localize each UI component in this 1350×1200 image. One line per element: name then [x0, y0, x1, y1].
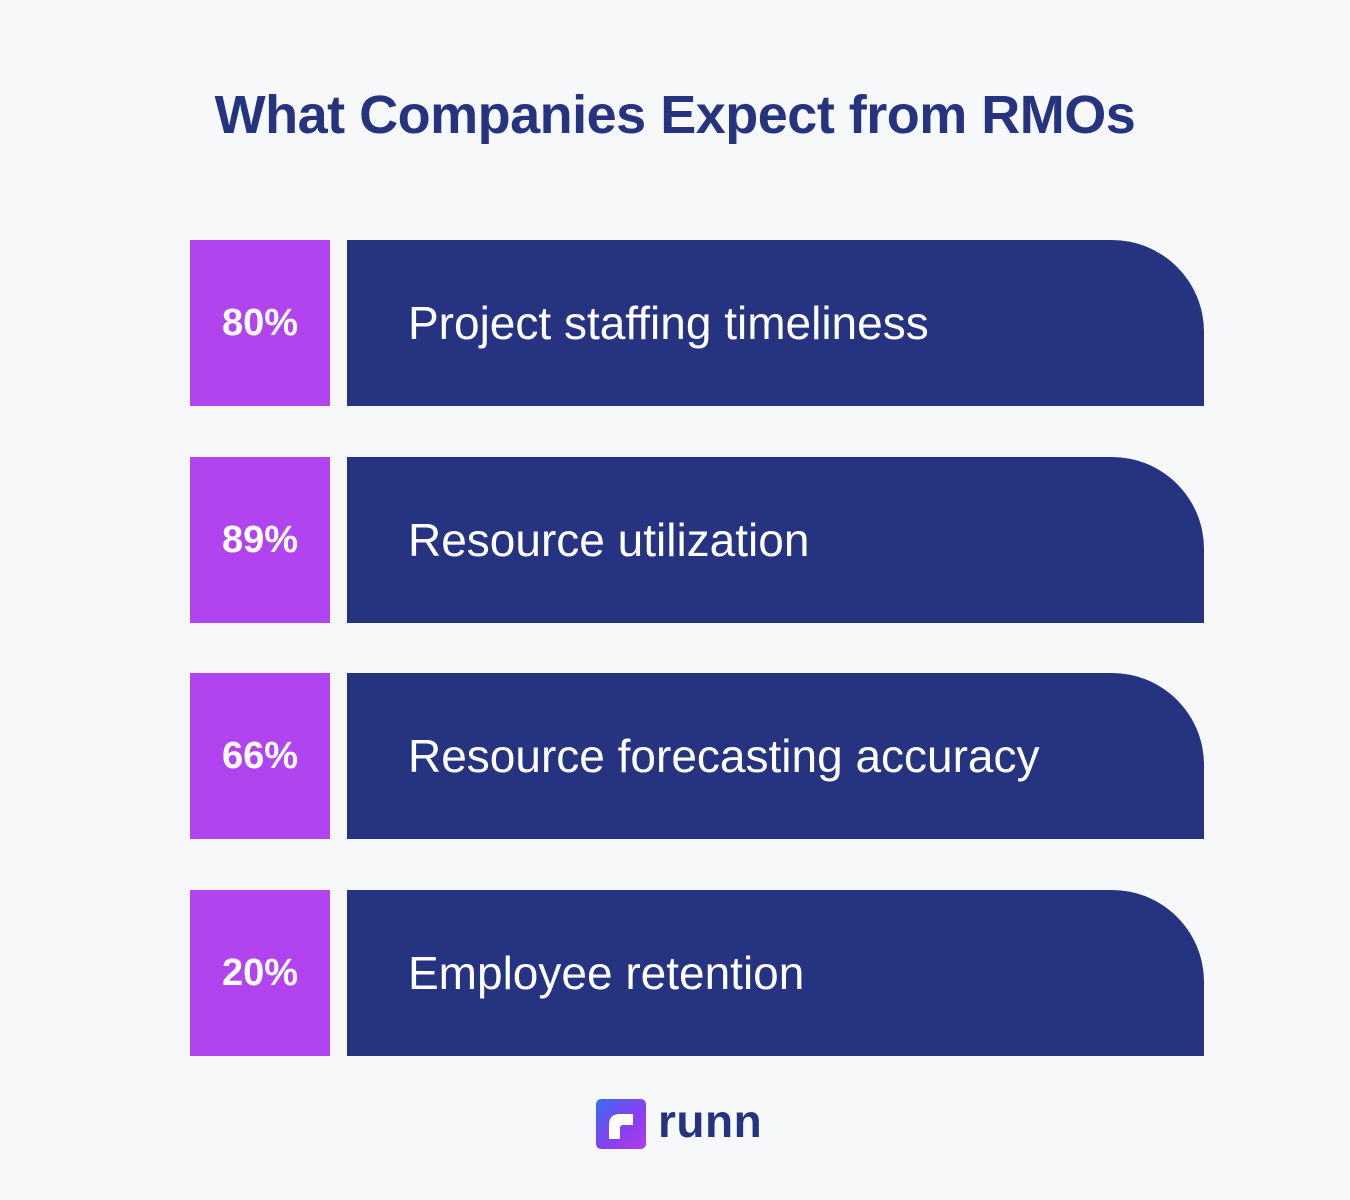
list-item: 80% Project staffing timeliness	[190, 240, 1204, 406]
list-item: 89% Resource utilization	[190, 457, 1204, 623]
runn-logo-icon	[596, 1099, 646, 1149]
logo-text: runn	[658, 1095, 763, 1147]
page-title: What Companies Expect from RMOs	[214, 85, 1136, 145]
percent-badge: 66%	[190, 673, 330, 839]
percent-badge: 89%	[190, 457, 330, 623]
list-item: 20% Employee retention	[190, 890, 1204, 1056]
list-item: 66% Resource forecasting accuracy	[190, 673, 1204, 839]
percent-badge: 20%	[190, 890, 330, 1056]
item-label: Employee retention	[347, 890, 1204, 1056]
brand-logo: runn	[596, 1095, 763, 1149]
percent-badge: 80%	[190, 240, 330, 406]
item-label: Project staffing timeliness	[347, 240, 1204, 406]
item-label: Resource utilization	[347, 457, 1204, 623]
item-label: Resource forecasting accuracy	[347, 673, 1204, 839]
